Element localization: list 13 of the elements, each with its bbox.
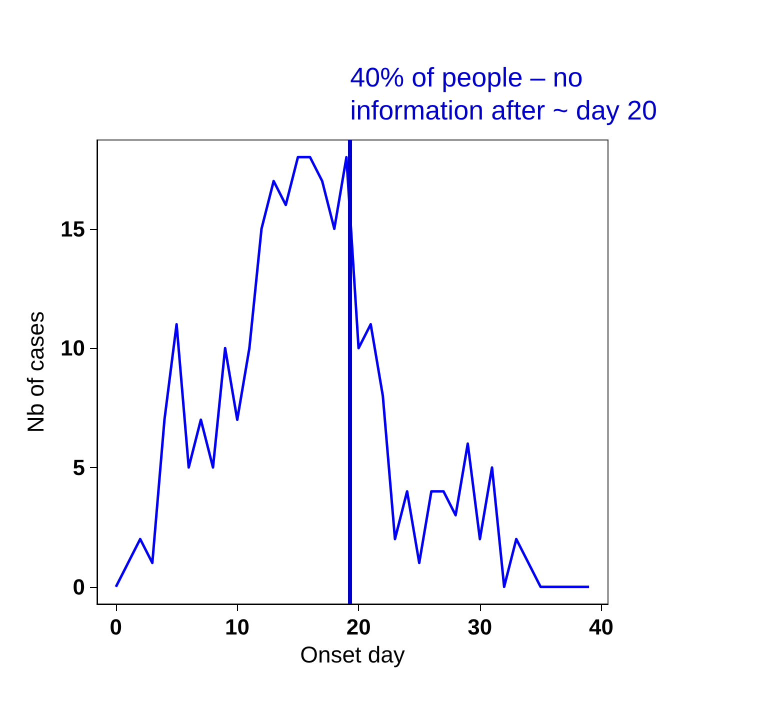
x-tick-label: 20 [346, 614, 371, 640]
y-tick-label: 10 [60, 336, 85, 361]
ref-line-label: 40% of people – no information after ~ day 20 [350, 62, 658, 126]
x-axis-title: Onset day [300, 641, 406, 668]
line-series [114, 156, 590, 588]
y-tick-label: 15 [60, 216, 85, 242]
x-tick-label: 30 [468, 614, 492, 640]
x-tick-label: 10 [225, 614, 250, 640]
x-tick-label: 40 [588, 614, 614, 640]
x-tick-label: 0 [110, 614, 122, 640]
y-tick-label: 0 [72, 574, 85, 600]
y-axis-title: Nb of cases [22, 311, 48, 433]
y-tick-label: 5 [72, 454, 85, 480]
